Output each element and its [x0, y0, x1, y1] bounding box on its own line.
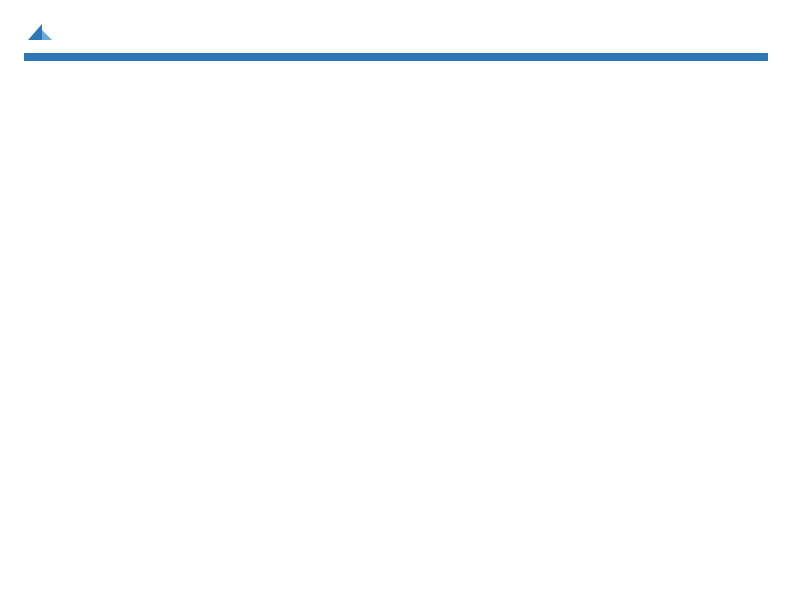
- weekday-header-row: [24, 53, 768, 61]
- weekday-header: [449, 53, 555, 61]
- weekday-header: [130, 53, 236, 61]
- weekday-header: [237, 53, 343, 61]
- logo: [24, 24, 32, 47]
- calendar-table: [24, 53, 768, 61]
- weekday-header: [24, 53, 130, 61]
- page-header: [24, 18, 768, 47]
- weekday-header: [662, 53, 768, 61]
- weekday-header: [343, 53, 449, 61]
- weekday-header: [555, 53, 661, 61]
- logo-triangle-icon: [28, 24, 52, 47]
